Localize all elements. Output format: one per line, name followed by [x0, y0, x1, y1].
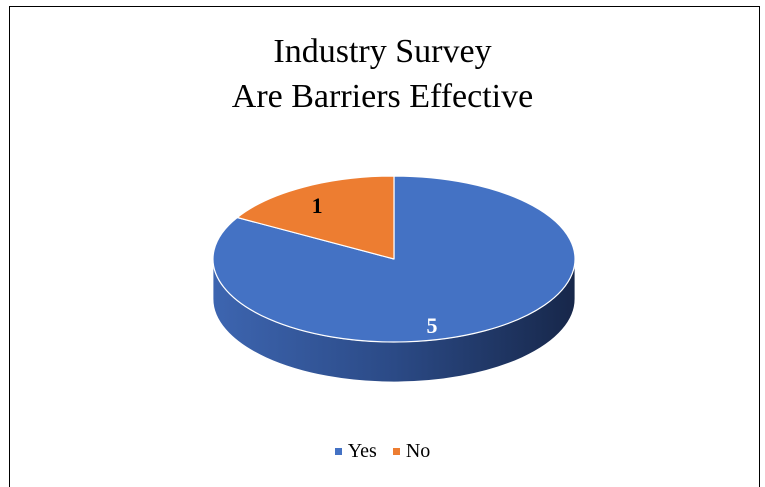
legend-label-no: No — [405, 440, 431, 462]
legend-item-yes: Yes — [334, 440, 377, 463]
chart-title-line-2: Are Barriers Effective — [231, 78, 534, 115]
data-label-no: 1 — [312, 193, 323, 218]
legend-swatch-yes — [334, 448, 342, 455]
legend-item-no: No — [392, 440, 431, 463]
pie-slices — [212, 175, 576, 343]
chart-title-line-1: Industry Survey — [273, 33, 492, 70]
legend: Yes No — [0, 440, 765, 463]
pie-slice-no — [236, 175, 395, 260]
legend-label-yes: Yes — [347, 440, 377, 462]
pie-data-labels: 51 — [312, 193, 438, 338]
data-label-yes: 5 — [427, 313, 438, 338]
legend-swatch-no — [392, 448, 400, 455]
